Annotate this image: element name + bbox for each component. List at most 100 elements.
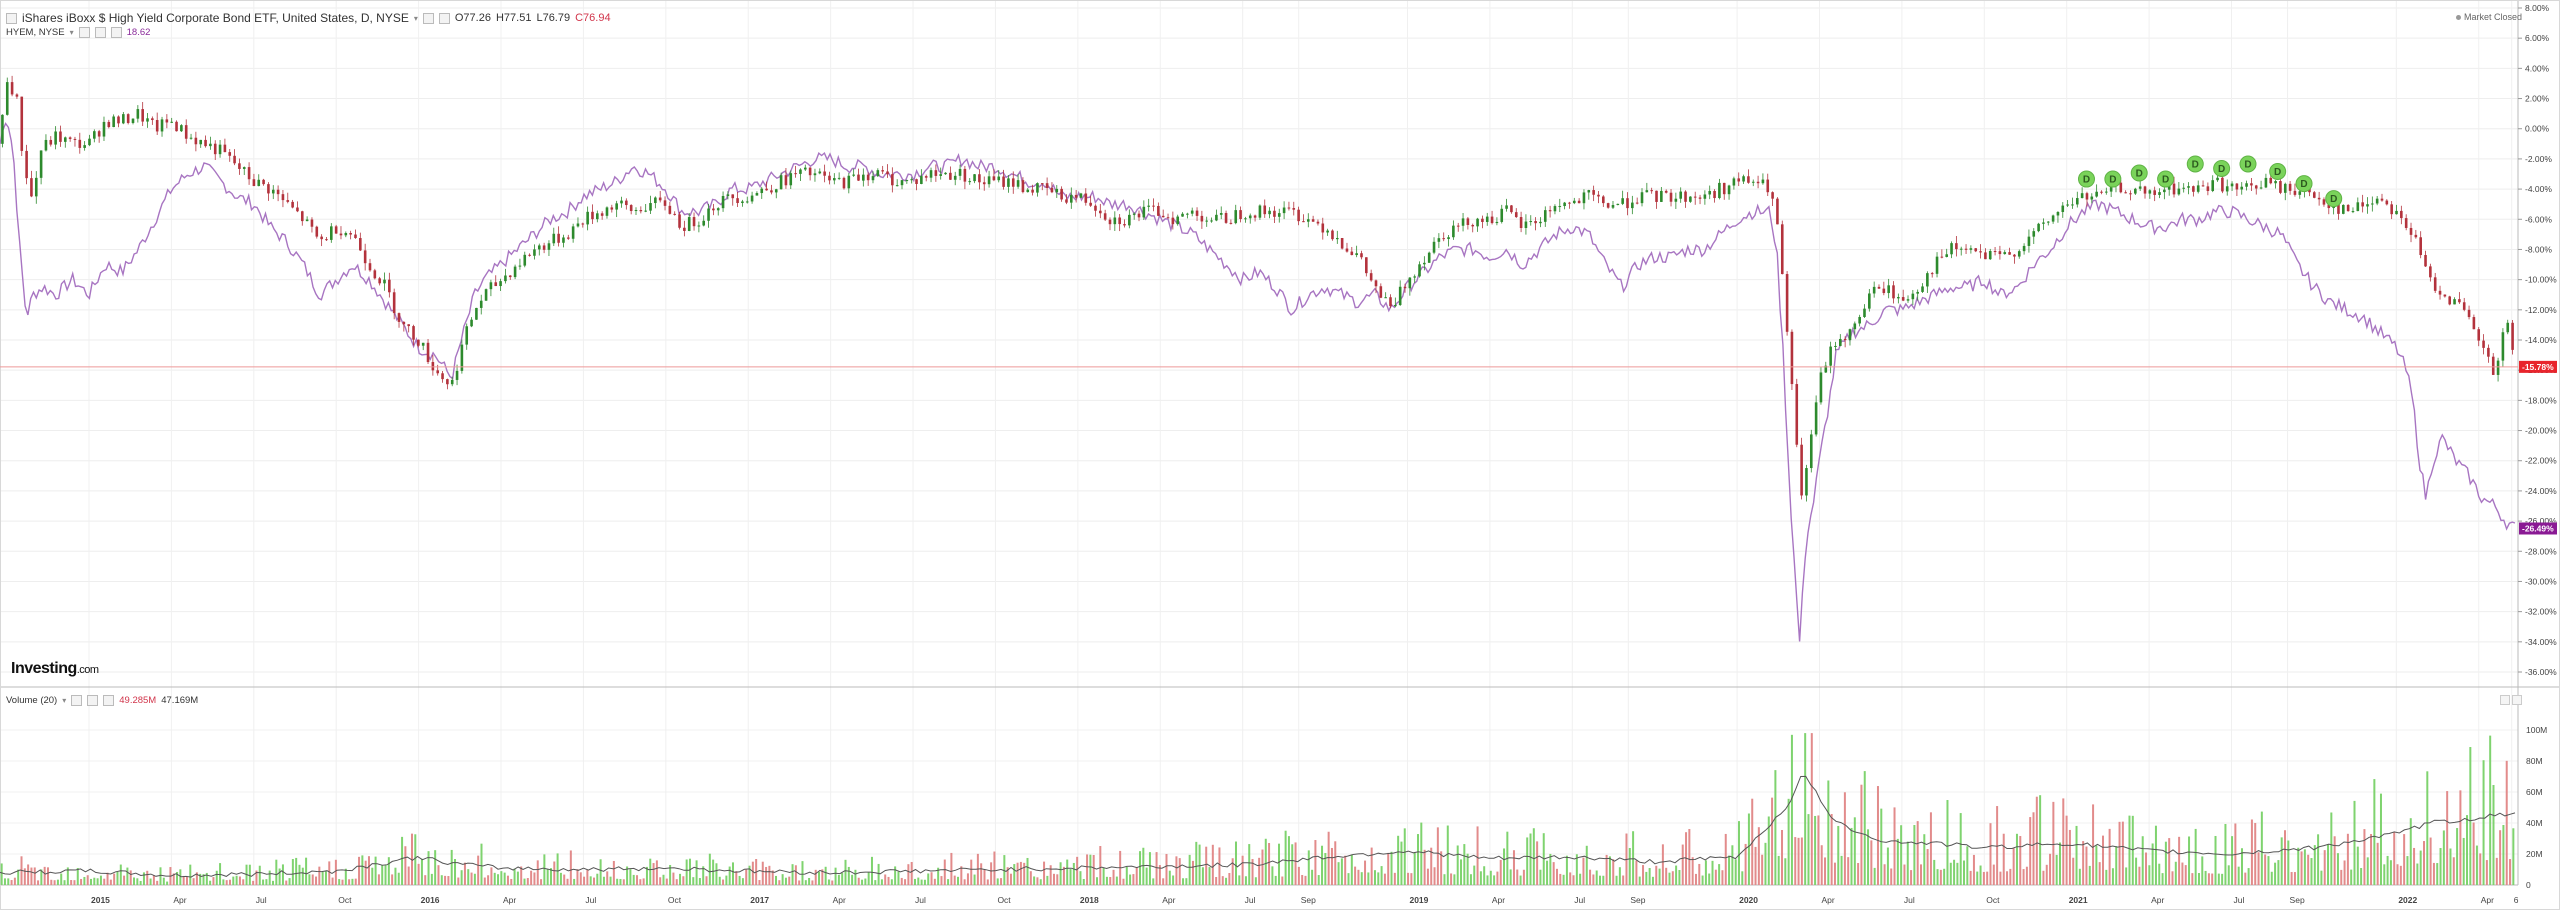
volume-bar <box>695 860 698 885</box>
candle-body <box>1548 210 1552 212</box>
candle-body <box>1519 217 1523 228</box>
candle <box>1437 233 1441 249</box>
volume-bar <box>2446 791 2449 885</box>
pane-close-icon[interactable] <box>2512 695 2522 705</box>
candle <box>1379 283 1383 299</box>
volume-bar <box>2327 844 2330 885</box>
volume-bar <box>2184 865 2187 885</box>
volume-bar <box>1605 854 1608 885</box>
volume-bar <box>1949 862 1952 885</box>
volume-bar <box>1403 828 1406 885</box>
chevron-down-icon[interactable]: ▾ <box>413 13 418 23</box>
volume-bar <box>1579 873 1582 885</box>
candle-body <box>2395 210 2398 215</box>
candle <box>683 220 686 237</box>
collapse-icon[interactable] <box>6 12 17 24</box>
close-icon[interactable] <box>110 27 122 38</box>
candle <box>2066 200 2069 207</box>
main-symbol-title[interactable]: iShares iBoxx $ High Yield Corporate Bon… <box>22 11 409 25</box>
volume-bar <box>2502 825 2505 885</box>
settings-icon[interactable] <box>78 27 90 38</box>
volume-bar <box>520 866 523 885</box>
volume-bar <box>1946 800 1949 885</box>
candle-body <box>1853 323 1857 330</box>
candle-body <box>1795 384 1799 445</box>
close-icon[interactable] <box>103 695 115 706</box>
volume-bar <box>2154 825 2157 885</box>
candle-body <box>2279 181 2282 193</box>
volume-bar <box>970 859 973 885</box>
y-axis-tick: -14.00% <box>2525 335 2557 345</box>
volume-bar <box>212 877 215 885</box>
candle-body <box>765 188 768 191</box>
candle-body <box>426 342 430 363</box>
volume-bar <box>943 859 946 885</box>
volume-bar <box>811 880 814 885</box>
candle <box>1113 211 1117 231</box>
candle <box>731 194 735 206</box>
settings-icon[interactable] <box>71 695 83 706</box>
volume-bar <box>1234 841 1237 885</box>
pane-maximize-icon[interactable] <box>2500 695 2510 705</box>
candle <box>2419 231 2422 259</box>
close-icon[interactable] <box>438 12 450 24</box>
volume-bar <box>2360 868 2363 885</box>
volume-bar <box>801 861 804 885</box>
volume-bar <box>1916 821 1919 885</box>
volume-bar <box>1261 849 1264 885</box>
volume-bar <box>1198 844 1201 885</box>
volume-axis-tick: 100M <box>2526 725 2547 735</box>
volume-bar <box>80 878 83 885</box>
candle <box>1974 247 1978 253</box>
candle-body <box>1708 190 1712 195</box>
volume-bar <box>2370 834 2373 885</box>
candle-body <box>1974 248 1978 252</box>
volume-bar <box>139 880 142 885</box>
volume-bar <box>1529 833 1532 885</box>
settings-icon[interactable] <box>422 12 434 24</box>
candle <box>189 133 193 140</box>
candle <box>397 312 401 328</box>
volume-bar <box>1638 876 1641 885</box>
candle-body <box>175 121 178 132</box>
volume-bar <box>146 870 149 885</box>
candle-body <box>2400 210 2403 219</box>
candle <box>1553 204 1557 215</box>
volume-bar <box>2009 868 2012 885</box>
candle-body <box>615 203 618 210</box>
chevron-down-icon[interactable]: ▾ <box>69 28 74 37</box>
hide-icon[interactable] <box>87 695 99 706</box>
investing-logo[interactable]: Investing.com <box>11 660 99 678</box>
chevron-down-icon[interactable]: ▾ <box>62 696 67 705</box>
hide-icon[interactable] <box>94 27 106 38</box>
x-axis-tick: Jul <box>915 895 926 905</box>
x-axis-tick: Apr <box>1822 895 1835 905</box>
volume-bar <box>1324 853 1327 885</box>
candle <box>1089 195 1092 207</box>
candle <box>944 172 947 175</box>
candle-body <box>610 207 614 210</box>
candle <box>1863 304 1866 319</box>
volume-bar <box>1340 858 1343 885</box>
candle-body <box>533 249 536 256</box>
candle-body <box>1969 248 1973 250</box>
candle-body <box>97 131 101 137</box>
volume-bar <box>2135 857 2138 885</box>
candle <box>1993 247 1997 256</box>
candle-body <box>330 226 333 240</box>
volume-bar <box>1023 862 1026 885</box>
volume-indicator-label[interactable]: Volume (20) <box>6 695 58 706</box>
candle <box>1292 201 1296 216</box>
volume-bar <box>583 876 586 885</box>
candle-body <box>2105 191 2108 193</box>
candle-body <box>2090 196 2094 200</box>
candle-body <box>88 138 91 146</box>
candle-body <box>291 201 294 208</box>
candle-body <box>54 131 57 145</box>
volume-bar <box>751 861 754 885</box>
candle-body <box>1868 293 1871 309</box>
candle-body <box>1442 238 1446 240</box>
candle <box>1132 212 1136 220</box>
candle-body <box>518 265 522 267</box>
compare-symbol-label[interactable]: HYEM, NYSE <box>6 27 65 38</box>
